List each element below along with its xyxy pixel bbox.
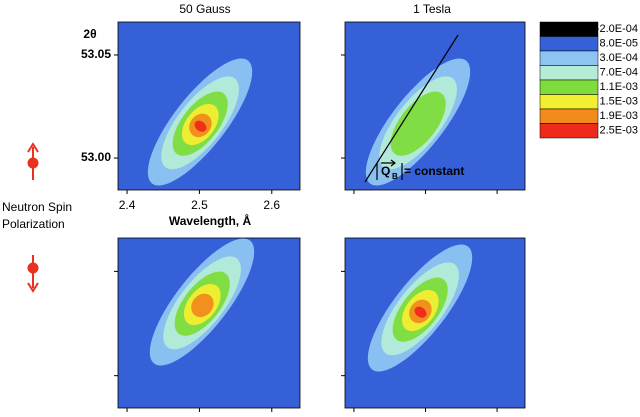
colorbar-label: 2.5E-03: [599, 125, 638, 137]
heatmap: [147, 58, 253, 186]
heatmap-contour: [414, 306, 427, 318]
colorbar-label: 7.0E-04: [599, 67, 638, 79]
spin-down-icon: [27, 255, 39, 293]
spin-up-icon: [27, 142, 39, 180]
panel-frame: [117, 237, 301, 409]
x-tick-label: 2.5: [191, 198, 208, 212]
panel-title: 50 Gauss: [179, 2, 230, 16]
colorbar-swatch: [539, 65, 599, 81]
colorbar-swatch: [539, 21, 599, 37]
heatmap: [149, 238, 255, 366]
heatmap-contour: [194, 120, 207, 132]
colorbar-swatch: [539, 50, 599, 66]
side-label: Neutron Spin: [2, 200, 72, 214]
colorbar-label: 3.0E-04: [599, 52, 638, 64]
annotation-line: [364, 34, 459, 183]
x-tick-label: 2.4: [119, 198, 136, 212]
colorbar-swatch: [539, 123, 599, 139]
panel-title: 1 Tesla: [413, 2, 451, 16]
colorbar-label: 1.1E-03: [599, 81, 638, 93]
heatmap-contour: [390, 91, 446, 156]
colorbar-label: 8.0E-05: [599, 38, 638, 50]
heatmap: [367, 244, 473, 372]
annotation-symbol: Q: [381, 164, 390, 178]
y-tick-label: 53.05: [81, 47, 111, 61]
colorbar-swatch: [539, 108, 599, 124]
annotation: Q B = constant: [376, 159, 464, 181]
y-tick-label: 53.00: [81, 150, 111, 164]
panel-frame: [117, 21, 301, 191]
colorbar-label: 1.5E-03: [599, 96, 638, 108]
heatmap: [365, 58, 471, 186]
y-axis-label: 2θ: [83, 27, 96, 41]
colorbar-swatch: [539, 79, 599, 95]
side-label: Polarization: [2, 217, 65, 231]
colorbar-label: 1.9E-03: [599, 110, 638, 122]
colorbar-swatch: [539, 36, 599, 52]
heatmap-contour: [191, 293, 214, 318]
panel-frame: [344, 237, 526, 409]
colorbar-swatch: [539, 94, 599, 110]
panel-frame: [344, 21, 526, 191]
annotation-text: = constant: [404, 164, 464, 178]
annotation-subscript: B: [392, 172, 398, 181]
colorbar-label: -2.0E-04: [596, 23, 638, 35]
x-tick-label: 2.6: [263, 198, 280, 212]
x-axis-label: Wavelength, Å: [169, 213, 252, 228]
